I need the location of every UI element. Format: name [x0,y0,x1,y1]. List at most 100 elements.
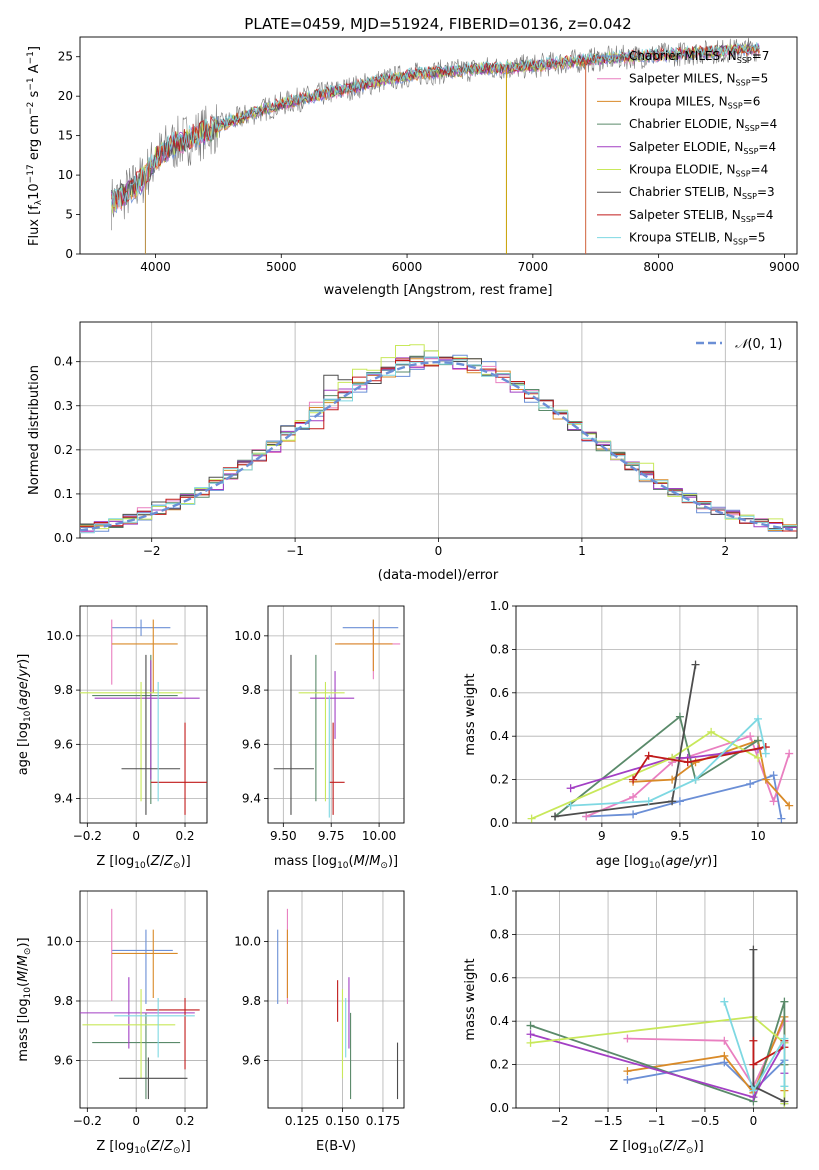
weight-marker [526,1030,535,1039]
x-tick-label: 0.2 [175,829,194,843]
y-axis-label: age [log10(age/yr)] [16,654,33,776]
weight-marker [566,784,575,793]
weight-marker [746,779,755,788]
plot-frame [79,321,798,539]
y-tick-label: 10 [58,168,73,182]
legend-label: Kroupa MILES, NSSP=6 [629,94,760,110]
weight-marker [644,751,653,760]
y-tick-label: 10.0 [46,935,73,949]
y-axis-label: mass weight [463,958,478,1040]
y-tick-label: 0.8 [490,927,509,941]
model-line-kroupa-stelib [110,42,760,208]
weight-line-salpeter-miles [585,735,791,818]
y-tick-label: 10.0 [234,629,261,643]
x-tick-label: 8000 [643,260,674,274]
plot-frame [515,890,798,1109]
age_vs_mass-axes: 9.50 9.75 10.00 9.4 9.6 9.8 10.0 [234,605,405,843]
x-axis-label: wavelength [Angstrom, rest frame] [324,283,553,298]
x-axis-label: E(B-V) [316,1139,356,1154]
x-tick-label: 5000 [266,260,297,274]
weight-marker [691,758,700,767]
weight-marker [720,997,729,1006]
y-tick-label: 25 [58,50,73,64]
x-tick-label: −2 [143,544,161,558]
y-tick-label: 10.0 [46,629,73,643]
x-tick-label: 9.75 [318,829,345,843]
weight-marker [623,1034,632,1043]
weight-marker [629,792,638,801]
weight-marker [668,797,677,806]
x-tick-label: −1 [286,544,304,558]
weight-marker [769,771,778,780]
plot-frame [267,605,405,824]
weight-marker [644,797,653,806]
x-tick-label: 10.00 [362,829,396,843]
y-tick-label: 0.8 [490,642,509,656]
weight-marker [526,1021,535,1030]
y-tick-label: 15 [58,129,73,143]
y-tick-label: 0.6 [490,971,509,985]
weight-line-chabrier-elodie [554,715,759,818]
weight-marker [623,1067,632,1076]
x-tick-label: 1 [578,544,586,558]
y-tick-label: 0.0 [54,531,73,545]
x-tick-label: 9000 [769,260,800,274]
y-tick-label: 0.4 [490,729,509,743]
legend: Chabrier MILES, NSSP=7 Salpeter MILES, NS… [597,49,777,247]
x-axis-label: (data-model)/error [378,568,499,583]
weight-marker [785,749,794,758]
weight-marker [527,814,536,823]
y-tick-label: 1.0 [490,599,509,613]
x-axis-label: Z [log10(Z/Z⊙)] [96,854,190,871]
y-tick-label: 0.3 [54,399,73,413]
model-line-chabrier-stelib [110,41,760,203]
weight-marker [785,801,794,810]
y-tick-label: 9.8 [242,994,261,1008]
weight-line-kroupa-stelib [723,1001,786,1093]
y-tick-label: 9.8 [54,994,73,1008]
y-tick-label: 9.6 [54,1053,73,1067]
weight-marker [720,1036,729,1045]
x-tick-label: 0.125 [285,1114,319,1128]
y-tick-label: 9.8 [242,683,261,697]
weight-marker [668,753,677,762]
x-tick-label: 2 [721,544,729,558]
x-tick-label: −1 [648,1114,666,1128]
x-tick-label: −0.2 [73,829,102,843]
y-tick-label: 9.6 [242,737,261,751]
histogram-kroupa-elodie [80,344,797,530]
observed-spectrum-line [111,37,760,231]
legend-label: Kroupa STELIB, NSSP=5 [629,231,766,247]
weight_vs_age-axes: 9 9.5 10 0.0 0.2 0.4 0.6 0.8 1.0 [490,599,798,843]
x-tick-label: −2 [551,1114,569,1128]
y-tick-label: 0.4 [54,355,73,369]
plot-frame [515,605,798,824]
weight-marker [623,1075,632,1084]
x-tick-label: 10 [750,829,765,843]
legend-label: Kroupa ELODIE, NSSP=4 [629,163,768,179]
y-tick-label: 5 [65,208,73,222]
weight-line-chabrier-stelib [554,664,697,818]
weight_vs_Z-axes: −2 −1.5 −1 −0.5 0 0.0 0.2 0.4 0.6 0.8 1.0 [490,884,798,1128]
y-tick-label: 9.6 [242,1053,261,1067]
normal-curve [80,360,797,532]
plot-frame [267,890,405,1109]
figure-title: PLATE=0459, MJD=51924, FIBERID=0136, z=0… [244,15,631,33]
spectrum-lines [110,37,760,254]
x-tick-label: 0 [435,544,443,558]
x-tick-label: −0.5 [690,1114,719,1128]
legend-label-normal: 𝒩(0, 1) [735,337,782,352]
y-tick-label: 9.4 [54,792,73,806]
y-tick-label: 0.0 [490,1101,509,1115]
x-tick-label: 9 [598,829,606,843]
x-tick-label: 0 [132,829,140,843]
legend-label: Salpeter MILES, NSSP=5 [629,72,768,88]
x-axis-label: age [log10(age/yr)] [596,854,718,871]
y-axis-label: mass weight [463,673,478,755]
y-tick-label: 1.0 [490,884,509,898]
y-axis-label: mass [log10(M/M⊙)] [16,937,33,1061]
weight-marker [749,1036,758,1045]
histograms [80,344,797,534]
x-tick-label: 4000 [140,260,171,274]
age_vs_mass-points [273,619,401,818]
